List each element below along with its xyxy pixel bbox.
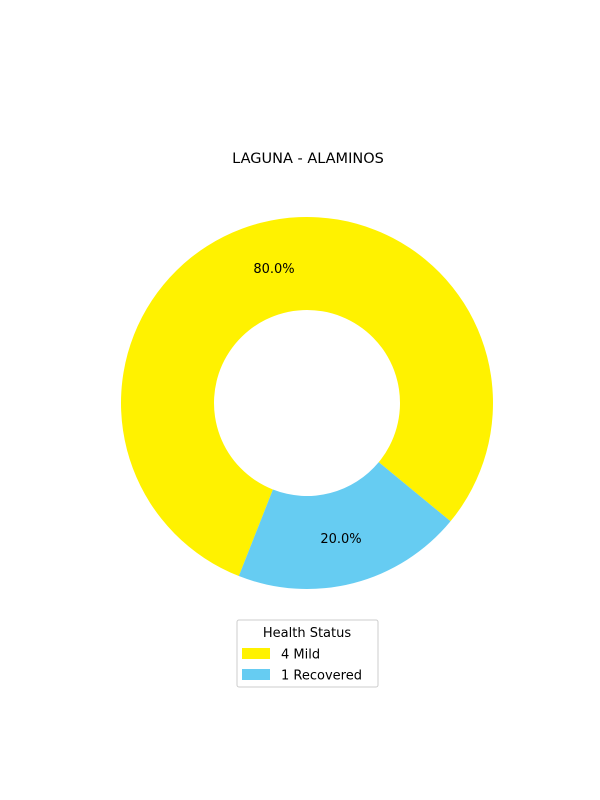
legend-label-recovered: 1 Recovered (281, 669, 362, 684)
legend-title: Health Status (263, 626, 351, 641)
slice-mild (120, 216, 494, 577)
legend-swatch-recovered (242, 669, 270, 680)
slice-label-recovered: 20.0% (320, 532, 361, 547)
donut-slices (120, 216, 494, 589)
legend: Health Status 4 Mild 1 Recovered (236, 619, 379, 688)
slice-label-mild: 80.0% (253, 262, 294, 277)
chart-title: LAGUNA - ALAMINOS (232, 151, 384, 167)
slice-labels: 80.0% 20.0% (253, 262, 361, 547)
slice-recovered (238, 462, 451, 589)
legend-swatch-mild (242, 648, 270, 659)
legend-frame (236, 619, 379, 688)
legend-label-mild: 4 Mild (281, 648, 320, 663)
